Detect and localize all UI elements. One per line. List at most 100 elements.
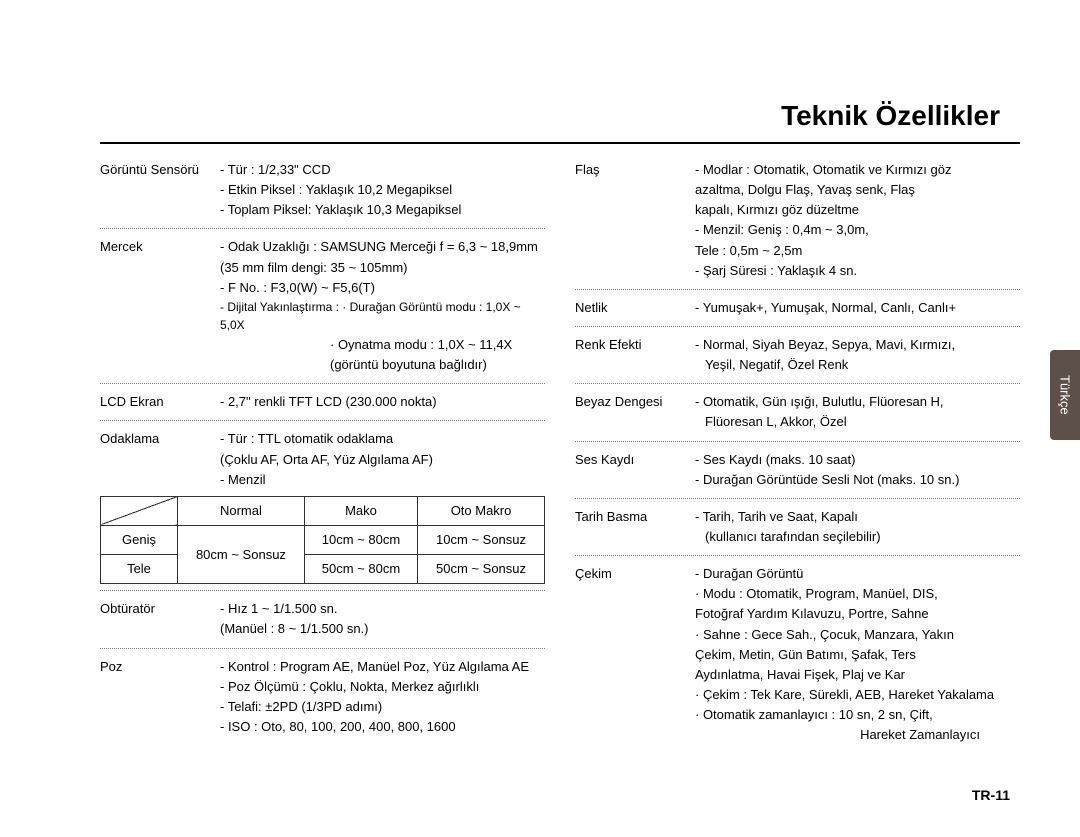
table-cell: 50cm ~ Sonsuz bbox=[418, 555, 545, 584]
spec-line: kapalı, Kırmızı göz düzeltme bbox=[695, 200, 1020, 220]
table-cell: 10cm ~ Sonsuz bbox=[418, 526, 545, 555]
separator bbox=[575, 555, 1020, 556]
spec-label: Görüntü Sensörü bbox=[100, 160, 220, 180]
table-cell: 80cm ~ Sonsuz bbox=[178, 526, 305, 584]
spec-line: · Sahne : Gece Sah., Çocuk, Manzara, Yak… bbox=[695, 625, 1020, 645]
spec-value: - Kontrol : Program AE, Manüel Poz, Yüz … bbox=[220, 657, 545, 738]
spec-label: Tarih Basma bbox=[575, 507, 695, 527]
table-row: Tele 50cm ~ 80cm 50cm ~ Sonsuz bbox=[101, 555, 545, 584]
spec-line: - Kontrol : Program AE, Manüel Poz, Yüz … bbox=[220, 657, 545, 677]
spec-line: - ISO : Oto, 80, 100, 200, 400, 800, 160… bbox=[220, 717, 545, 737]
spec-label: Ses Kaydı bbox=[575, 450, 695, 470]
separator bbox=[575, 441, 1020, 442]
spec-poz: Poz - Kontrol : Program AE, Manüel Poz, … bbox=[100, 655, 545, 740]
spec-line: · Çekim : Tek Kare, Sürekli, AEB, Hareke… bbox=[695, 685, 1020, 705]
separator bbox=[575, 326, 1020, 327]
spec-line: - Modlar : Otomatik, Otomatik ve Kırmızı… bbox=[695, 160, 1020, 180]
spec-line: - Poz Ölçümü : Çoklu, Nokta, Merkez ağır… bbox=[220, 677, 545, 697]
spec-label: Odaklama bbox=[100, 429, 220, 449]
page-title: Teknik Özellikler bbox=[100, 100, 1020, 132]
spec-line: - Ses Kaydı (maks. 10 saat) bbox=[695, 450, 1020, 470]
spec-value: - Yumuşak+, Yumuşak, Normal, Canlı, Canl… bbox=[695, 298, 1020, 318]
spec-line: - F No. : F3,0(W) ~ F5,6(T) bbox=[220, 278, 545, 298]
spec-tarih-basma: Tarih Basma - Tarih, Tarih ve Saat, Kapa… bbox=[575, 505, 1020, 549]
spec-line: (Çoklu AF, Orta AF, Yüz Algılama AF) bbox=[220, 450, 545, 470]
table-header: Normal bbox=[178, 496, 305, 525]
right-column: Flaş - Modlar : Otomatik, Otomatik ve Kı… bbox=[575, 158, 1020, 747]
separator bbox=[575, 498, 1020, 499]
table-diag-header bbox=[101, 496, 178, 525]
spec-line: - Şarj Süresi : Yaklaşık 4 sn. bbox=[695, 261, 1020, 281]
spec-line: Flüoresan L, Akkor, Özel bbox=[695, 412, 1020, 432]
spec-cekim: Çekim - Durağan Görüntü · Modu : Otomati… bbox=[575, 562, 1020, 747]
spec-line: - Odak Uzaklığı : SAMSUNG Merceği f = 6,… bbox=[220, 237, 545, 257]
content-columns: Görüntü Sensörü - Tür : 1/2,33" CCD - Et… bbox=[100, 158, 1020, 747]
separator bbox=[100, 383, 545, 384]
separator bbox=[100, 420, 545, 421]
title-rule bbox=[100, 142, 1020, 144]
spec-value: - Otomatik, Gün ışığı, Bulutlu, Flüoresa… bbox=[695, 392, 1020, 432]
spec-value: - Normal, Siyah Beyaz, Sepya, Mavi, Kırm… bbox=[695, 335, 1020, 375]
manual-page: Teknik Özellikler Görüntü Sensörü - Tür … bbox=[0, 0, 1080, 837]
spec-odaklama: Odaklama - Tür : TTL otomatik odaklama (… bbox=[100, 427, 545, 491]
spec-value: - Odak Uzaklığı : SAMSUNG Merceği f = 6,… bbox=[220, 237, 545, 375]
table-row-header: Tele bbox=[101, 555, 178, 584]
table-header: Oto Makro bbox=[418, 496, 545, 525]
spec-line: · Otomatik zamanlayıcı : 10 sn, 2 sn, Çi… bbox=[695, 705, 1020, 725]
spec-line: - Dijital Yakınlaştırma : · Durağan Görü… bbox=[220, 298, 545, 335]
spec-value: - 2,7" renkli TFT LCD (230.000 nokta) bbox=[220, 392, 545, 412]
spec-value: - Modlar : Otomatik, Otomatik ve Kırmızı… bbox=[695, 160, 1020, 281]
table-row-header: Geniş bbox=[101, 526, 178, 555]
spec-obturator: Obtüratör - Hız 1 ~ 1/1.500 sn. (Manüel … bbox=[100, 597, 545, 641]
separator bbox=[100, 590, 545, 591]
spec-line: - Yumuşak+, Yumuşak, Normal, Canlı, Canl… bbox=[695, 298, 1020, 318]
spec-line: - Telafi: ±2PD (1/3PD adımı) bbox=[220, 697, 545, 717]
spec-label: Obtüratör bbox=[100, 599, 220, 619]
separator bbox=[575, 289, 1020, 290]
left-column: Görüntü Sensörü - Tür : 1/2,33" CCD - Et… bbox=[100, 158, 545, 747]
spec-label: LCD Ekran bbox=[100, 392, 220, 412]
spec-line: · Modu : Otomatik, Program, Manüel, DIS, bbox=[695, 584, 1020, 604]
spec-lcd-ekran: LCD Ekran - 2,7" renkli TFT LCD (230.000… bbox=[100, 390, 545, 414]
spec-line: Fotoğraf Yardım Kılavuzu, Portre, Sahne bbox=[695, 604, 1020, 624]
page-number: TR-11 bbox=[972, 787, 1010, 803]
spec-flas: Flaş - Modlar : Otomatik, Otomatik ve Kı… bbox=[575, 158, 1020, 283]
spec-line: - Menzil bbox=[220, 470, 545, 490]
table-row: Geniş 80cm ~ Sonsuz 10cm ~ 80cm 10cm ~ S… bbox=[101, 526, 545, 555]
spec-beyaz-dengesi: Beyaz Dengesi - Otomatik, Gün ışığı, Bul… bbox=[575, 390, 1020, 434]
spec-label: Flaş bbox=[575, 160, 695, 180]
spec-line: - Toplam Piksel: Yaklaşık 10,3 Megapikse… bbox=[220, 200, 545, 220]
separator bbox=[100, 228, 545, 229]
spec-line: - Etkin Piksel : Yaklaşık 10,2 Megapikse… bbox=[220, 180, 545, 200]
spec-label: Çekim bbox=[575, 564, 695, 584]
table-cell: 50cm ~ 80cm bbox=[304, 555, 417, 584]
spec-goruntu-sensoru: Görüntü Sensörü - Tür : 1/2,33" CCD - Et… bbox=[100, 158, 545, 222]
spec-value: - Tarih, Tarih ve Saat, Kapalı (kullanıc… bbox=[695, 507, 1020, 547]
spec-line: - Tarih, Tarih ve Saat, Kapalı bbox=[695, 507, 1020, 527]
spec-line: - Hız 1 ~ 1/1.500 sn. bbox=[220, 599, 545, 619]
table-row: Normal Mako Oto Makro bbox=[101, 496, 545, 525]
spec-line: Tele : 0,5m ~ 2,5m bbox=[695, 241, 1020, 261]
table-header: Mako bbox=[304, 496, 417, 525]
spec-value: - Tür : 1/2,33" CCD - Etkin Piksel : Yak… bbox=[220, 160, 545, 220]
spec-line: - Otomatik, Gün ışığı, Bulutlu, Flüoresa… bbox=[695, 392, 1020, 412]
spec-netlik: Netlik - Yumuşak+, Yumuşak, Normal, Canl… bbox=[575, 296, 1020, 320]
spec-value: - Tür : TTL otomatik odaklama (Çoklu AF,… bbox=[220, 429, 545, 489]
spec-line: - 2,7" renkli TFT LCD (230.000 nokta) bbox=[220, 392, 545, 412]
spec-renk-efekti: Renk Efekti - Normal, Siyah Beyaz, Sepya… bbox=[575, 333, 1020, 377]
spec-line: Yeşil, Negatif, Özel Renk bbox=[695, 355, 1020, 375]
spec-line: - Tür : TTL otomatik odaklama bbox=[220, 429, 545, 449]
spec-line: Çekim, Metin, Gün Batımı, Şafak, Ters bbox=[695, 645, 1020, 665]
spec-line: - Menzil: Geniş : 0,4m ~ 3,0m, bbox=[695, 220, 1020, 240]
spec-line: (görüntü boyutuna bağlıdır) bbox=[220, 355, 545, 375]
separator bbox=[575, 383, 1020, 384]
spec-mercek: Mercek - Odak Uzaklığı : SAMSUNG Merceği… bbox=[100, 235, 545, 377]
language-tab: Türkçe bbox=[1050, 350, 1080, 440]
spec-line: - Durağan Görüntü bbox=[695, 564, 1020, 584]
spec-line: Aydınlatma, Havai Fişek, Plaj ve Kar bbox=[695, 665, 1020, 685]
spec-label: Renk Efekti bbox=[575, 335, 695, 355]
spec-line: (35 mm film dengi: 35 ~ 105mm) bbox=[220, 258, 545, 278]
spec-value: - Durağan Görüntü · Modu : Otomatik, Pro… bbox=[695, 564, 1020, 745]
focus-range-table: Normal Mako Oto Makro Geniş 80cm ~ Sonsu… bbox=[100, 496, 545, 584]
table-cell: 10cm ~ 80cm bbox=[304, 526, 417, 555]
